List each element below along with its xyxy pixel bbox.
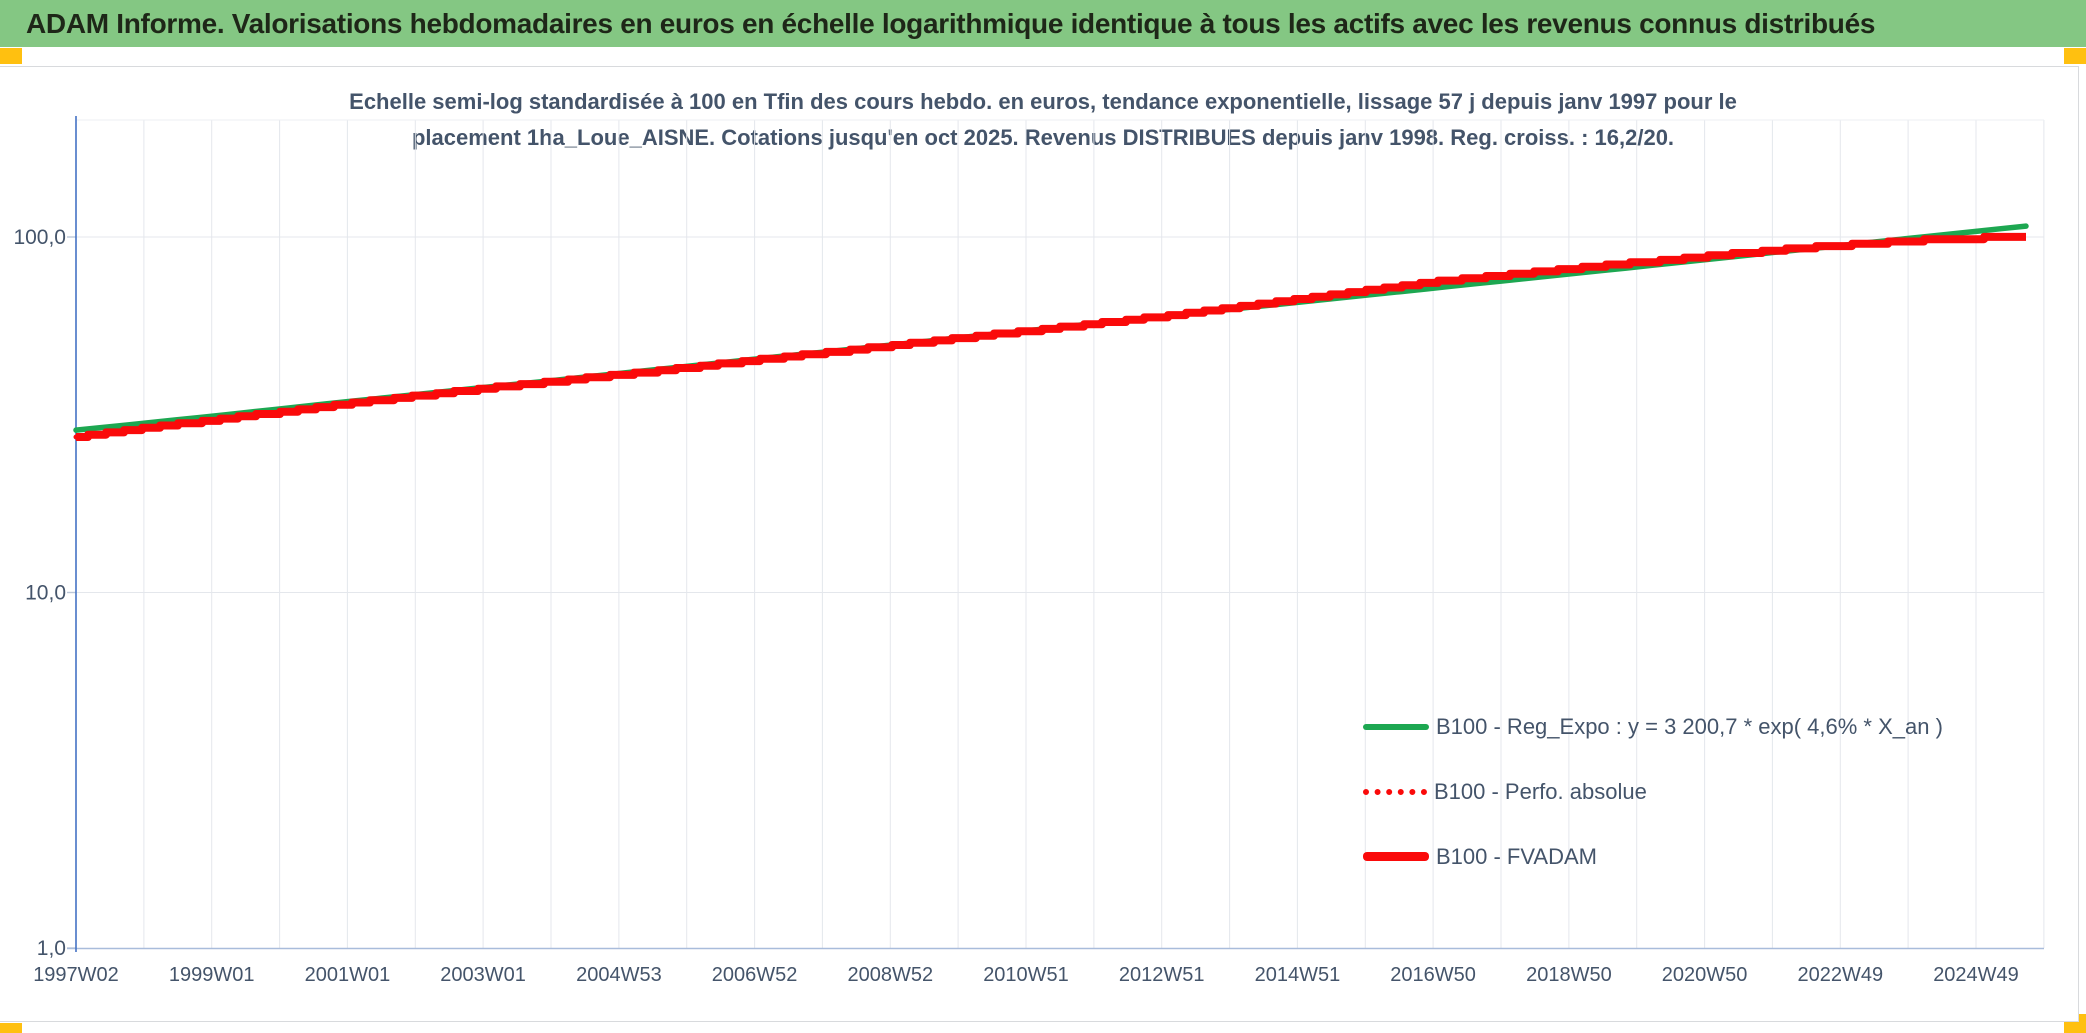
- legend-item-fvadam[interactable]: B100 - FVADAM: [1363, 824, 1943, 889]
- legend-line-solid-green-icon: [1363, 723, 1429, 730]
- legend-label-fvadam: B100 - FVADAM: [1436, 843, 1597, 869]
- chart-title: Echelle semi-log standardisée à 100 en T…: [0, 84, 2086, 156]
- legend-item-perfo-absolue[interactable]: B100 - Perfo. absolue: [1363, 759, 1943, 824]
- header-bar: ADAM Informe. Valorisations hebdomadaire…: [0, 0, 2086, 47]
- legend-item-reg-expo[interactable]: B100 - Reg_Expo : y = 3 200,7 * exp( 4,6…: [1363, 694, 1943, 759]
- legend-label-perfo-absolue: B100 - Perfo. absolue: [1434, 778, 1647, 804]
- legend-label-reg-expo: B100 - Reg_Expo : y = 3 200,7 * exp( 4,6…: [1436, 713, 1943, 739]
- chart-title-line1: Echelle semi-log standardisée à 100 en T…: [349, 89, 1737, 114]
- legend-line-solid-red-icon: [1363, 852, 1429, 861]
- corner-marker-bottom-left: [0, 1023, 22, 1033]
- chart-legend: B100 - Reg_Expo : y = 3 200,7 * exp( 4,6…: [1363, 694, 1943, 889]
- chart-title-line2: placement 1ha_Loue_AISNE. Cotations jusq…: [411, 125, 1675, 150]
- legend-line-dotted-red-icon: [1363, 788, 1427, 795]
- corner-marker-top-right: [2064, 48, 2086, 64]
- header-title: ADAM Informe. Valorisations hebdomadaire…: [26, 7, 1876, 39]
- corner-marker-top-left: [0, 48, 22, 64]
